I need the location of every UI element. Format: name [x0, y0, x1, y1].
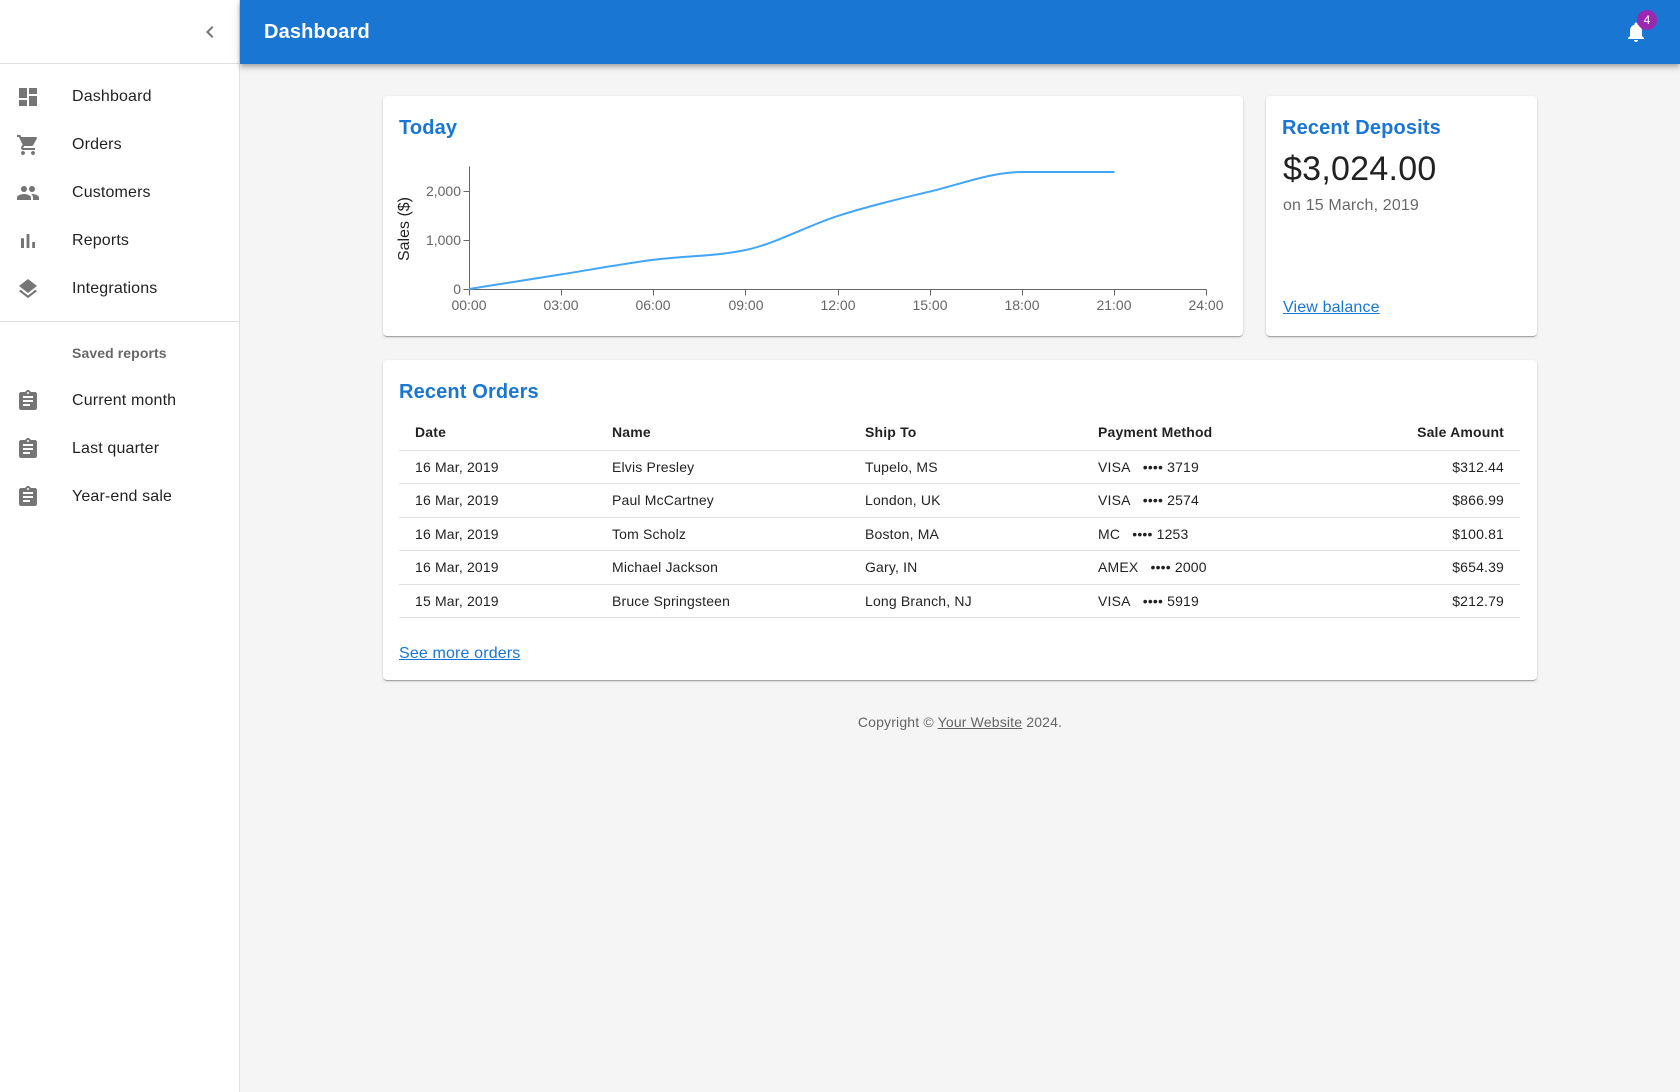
svg-text:Sales ($): Sales ($)	[396, 197, 413, 261]
svg-text:12:00: 12:00	[820, 297, 855, 313]
svg-text:06:00: 06:00	[635, 297, 670, 313]
svg-text:2,000: 2,000	[426, 183, 461, 199]
svg-text:0: 0	[453, 281, 461, 297]
svg-text:09:00: 09:00	[728, 297, 763, 313]
svg-text:1,000: 1,000	[426, 232, 461, 248]
svg-text:24:00: 24:00	[1188, 297, 1223, 313]
svg-text:21:00: 21:00	[1096, 297, 1131, 313]
svg-text:00:00: 00:00	[451, 297, 486, 313]
svg-text:15:00: 15:00	[912, 297, 947, 313]
svg-text:18:00: 18:00	[1004, 297, 1039, 313]
svg-text:03:00: 03:00	[543, 297, 578, 313]
